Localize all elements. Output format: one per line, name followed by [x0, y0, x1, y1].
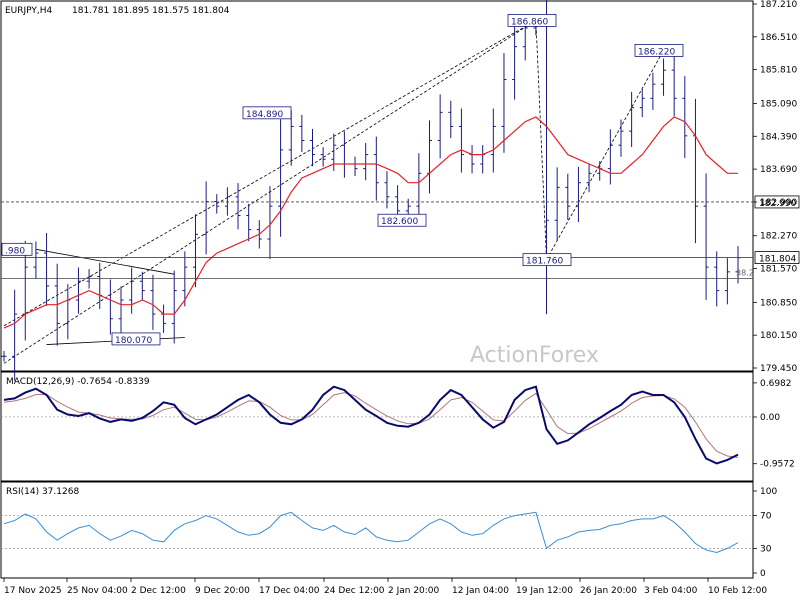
moving-average-line [3, 116, 738, 329]
price-annotation-box [522, 253, 572, 267]
trend-line [3, 20, 537, 327]
macd-y-tick-label: 0.6982 [760, 379, 792, 389]
price-annotation: 180.070 [115, 336, 152, 346]
price-annotation: 186.220 [638, 47, 675, 57]
trend-line [535, 20, 547, 260]
x-tick-label: 2 Jan 20:00 [388, 586, 440, 596]
price-panel-frame [0, 0, 754, 372]
ohlc-readout: 181.781 181.895 181.575 181.804 [72, 6, 230, 16]
price-annotation-box [242, 106, 292, 120]
x-tick-label: 24 Dec 12:00 [324, 586, 385, 596]
macd-signal-line [3, 392, 739, 458]
x-tick-label: 3 Feb 04:00 [644, 586, 698, 596]
level-tag: 181.804 [759, 255, 796, 265]
level-tag: 182.990 [759, 199, 796, 209]
price-y-tick-label: 185.810 [760, 66, 797, 76]
price-annotation: 181.760 [526, 257, 563, 267]
price-y-tick-label: 187.210 [760, 0, 797, 10]
price-annotation: 182.600 [381, 217, 418, 227]
watermark: ActionForex [470, 343, 599, 368]
macd-y-tick-label: 0.00 [760, 413, 780, 423]
price-y-tick-label: 186.510 [760, 33, 797, 43]
price-annotation: 186.860 [511, 17, 548, 27]
price-y-tick-label: 179.450 [760, 364, 797, 374]
rsi-panel-frame [0, 481, 754, 579]
rsi-y-tick-label: 30 [760, 544, 772, 554]
rsi-title: RSI(14) 37.1268 [6, 487, 79, 497]
price-y-tick-label: 180.850 [760, 298, 797, 308]
level-tag-box [754, 251, 800, 264]
rsi-line [3, 511, 739, 554]
x-tick-label: 12 Jan 04:00 [452, 586, 509, 596]
fib-label: 38.2 [736, 268, 754, 277]
x-tick-label: 17 Nov 2025 [4, 586, 62, 596]
price-y-tick-label: 184.390 [760, 132, 797, 142]
price-y-tick-label: 182.990 [760, 198, 797, 208]
macd-line [3, 385, 739, 465]
trend-line [35, 248, 175, 275]
price-annotation: .980 [5, 246, 25, 256]
x-tick-label: 10 Feb 12:00 [708, 586, 767, 596]
x-tick-label: 26 Jan 20:00 [580, 586, 637, 596]
symbol-label: EURJPY,H4 [5, 6, 53, 16]
x-tick-label: 17 Dec 04:00 [259, 586, 320, 596]
price-y-tick-label: 185.090 [760, 99, 797, 109]
price-y-tick-label: 180.150 [760, 331, 797, 341]
price-annotation-box [507, 14, 557, 27]
price-annotation: 184.890 [246, 110, 283, 120]
rsi-y-tick-label: 0 [760, 569, 766, 579]
rsi-y-tick-label: 70 [760, 512, 772, 522]
price-y-tick-label: 182.270 [760, 232, 797, 242]
x-tick-label: 25 Nov 04:00 [67, 586, 128, 596]
macd-panel-frame [0, 371, 754, 482]
price-y-tick-label: 181.570 [760, 265, 797, 275]
x-tick-label: 19 Jan 12:00 [516, 586, 573, 596]
price-annotation-box [634, 44, 684, 57]
x-tick-label: 2 Dec 12:00 [131, 586, 186, 596]
rsi-y-tick-label: 100 [760, 487, 777, 497]
trend-line [546, 50, 664, 260]
price-annotation-box [1, 242, 33, 256]
price-annotation-box [111, 332, 161, 346]
macd-y-tick-label: -0.9572 [760, 460, 795, 470]
price-y-tick-label: 183.690 [760, 165, 797, 175]
macd-title: MACD(12,26,9) -0.7654 -0.8339 [6, 377, 150, 387]
x-tick-label: 9 Dec 20:00 [195, 586, 250, 596]
price-annotation-box [377, 213, 427, 227]
